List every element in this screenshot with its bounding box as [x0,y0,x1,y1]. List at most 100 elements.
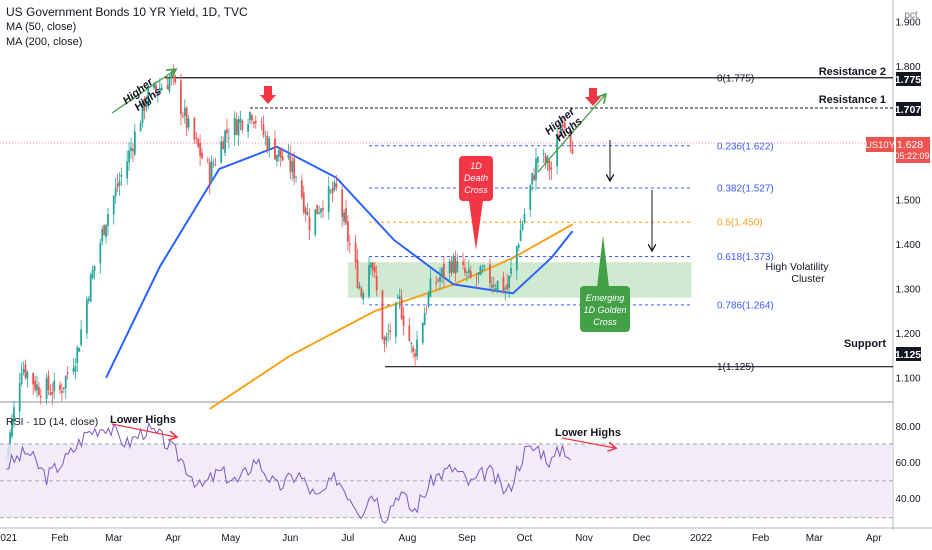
candle-body [103,225,106,236]
resistance-1-price-tag [896,102,921,116]
y-tick-label: 1.500 [895,196,920,207]
candle-body [220,141,223,163]
candle-body [85,299,88,334]
candle-body [293,158,296,179]
fib-label: 0.236(1.622) [717,141,774,152]
candle-body [239,118,242,123]
symbol-tag-text: US10Y [865,140,896,151]
candle-body [87,298,90,301]
candle-body [452,255,455,273]
candle-body [226,129,228,134]
ma50-legend: MA (50, close) [6,21,77,33]
candle-body [308,216,311,231]
candle-body [183,108,186,116]
candle-body [145,102,148,108]
support-price: 1.125 [895,349,921,361]
support-price-tag [896,347,921,361]
x-tick-label: Jul [342,533,355,544]
candle-body [398,295,401,300]
candle-body [502,276,505,292]
x-tick-label: Dec [633,533,651,544]
ma50-line [105,145,574,379]
candle-body [356,259,359,288]
legend: US Government Bonds 10 YR Yield, 1D, TVC… [6,5,248,50]
candle-body [302,192,305,213]
candle-body [20,372,23,384]
candle-body [508,275,511,288]
candle-body [316,204,319,215]
candle-body [560,125,562,136]
candle-body [156,92,159,95]
candle-body [147,88,150,105]
candle-body [116,183,119,188]
candle-body [343,212,345,222]
support-label: Support [844,338,886,350]
candle-body [396,297,399,299]
candle-body [158,87,161,92]
candle-body [212,164,215,165]
candle-body [475,278,478,279]
x-tick-label: Apr [165,533,181,544]
candle-body [268,138,271,150]
candle-body [289,155,292,172]
x-tick-label: Apr [866,533,882,544]
resistance-2-label: Resistance 2 [819,66,886,78]
zone-label-line-1: High Volatility [765,261,829,273]
high-volatility-zone [347,262,692,298]
death-cross-text-2: Death [464,173,488,183]
candle-body [214,163,217,165]
candle-body [370,262,372,268]
candle-body [535,158,537,181]
candle-body [322,208,324,211]
candle-body [228,137,230,139]
candle-body [358,286,361,289]
candle-body [206,159,209,161]
candle-body [174,75,177,83]
death-cross-text-1: 1D [470,161,482,171]
candle-body [335,183,338,188]
candle-body [368,264,370,297]
resistance-1-label: Resistance 1 [819,94,886,106]
candle-body [387,333,390,335]
candle-body [489,264,491,284]
candle-body [354,242,357,263]
candle-body [114,187,117,197]
candle-body [531,172,534,185]
candle-body [506,284,509,290]
candle-body [425,309,428,311]
zone-label-line-2: Cluster [791,273,825,285]
candle-body [496,280,499,292]
candle-body [193,118,196,140]
candle-body [381,290,384,339]
candle-body [515,246,518,271]
candle-body [62,387,65,389]
candle-body [201,152,203,159]
candle-body [466,271,468,273]
resistance-1-price: 1.707 [895,104,921,116]
candle-body [181,115,184,117]
candle-body [72,368,75,372]
x-tick-label: Sep [458,533,476,544]
candle-body [569,130,572,148]
rsi-tick-60: 60.00 [895,458,920,469]
candle-body [348,243,351,245]
candle-body [105,224,107,237]
candle-body [435,281,438,284]
candle-body [423,313,426,326]
bar-countdown: 05:22:09 [894,151,929,161]
candle-body [410,342,413,344]
x-tick-label: Aug [399,533,417,544]
candle-body [546,156,549,164]
candle-body [561,124,564,127]
fib-label: 0.618(1.373) [717,252,774,263]
candle-body [558,134,560,140]
candle-body [571,148,574,154]
candle-body [197,138,200,147]
candle-body [483,265,486,268]
fib-label: 0.5(1.450) [717,218,763,229]
candle-body [345,208,347,224]
ma200-line [209,223,573,410]
candle-body [274,138,276,160]
candle-body [133,131,136,155]
candle-body [180,80,182,115]
